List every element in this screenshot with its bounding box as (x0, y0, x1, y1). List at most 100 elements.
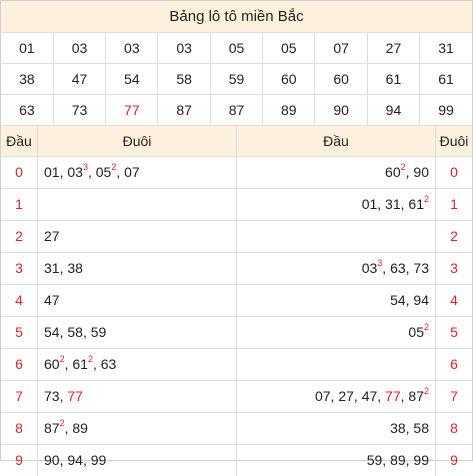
numbers-grid: 01 03 03 03 05 05 07 27 31 38 47 54 58 59 60 60 61 61 63 73… (1, 33, 472, 126)
number-cell: 58 (157, 63, 211, 95)
duoi-number: 94 (67, 452, 83, 468)
duoi-number: 612 (72, 354, 93, 372)
duoi-number: 58 (67, 324, 83, 340)
duoi-number: 59 (90, 324, 107, 340)
dau-digit: 3 (435, 253, 472, 284)
left-dau-row: 7 73, 77 (1, 381, 236, 413)
dau-digit: 1 (1, 189, 38, 220)
number-cell: 03 (53, 33, 107, 64)
duoi-number: 872 (408, 386, 429, 404)
duoi-number: 90 (413, 164, 429, 180)
count-superscript: 3 (82, 162, 88, 173)
duoi-list: 31, 38 (44, 260, 83, 276)
dau-digit: 5 (435, 317, 472, 348)
number-cell: 31 (419, 33, 472, 64)
number-cell: 54 (105, 63, 159, 95)
right-dau-row: 07, 27, 47, 77, 872 7 (237, 381, 472, 413)
right-header-row: Đầu Đuôi (237, 126, 472, 157)
right-dau-row: 052 5 (237, 317, 472, 349)
count-superscript: 2 (59, 418, 65, 429)
number-cell: 94 (367, 94, 421, 126)
duoi-number: 38 (67, 260, 83, 276)
count-superscript: 2 (111, 162, 117, 173)
duoi-number: 052 (408, 322, 429, 340)
left-head-duoi: Đuôi (122, 133, 152, 149)
duoi-list: 54, 58, 59 (44, 324, 107, 340)
right-dau-row: 6 (237, 349, 472, 381)
duoi-number: 58 (413, 420, 429, 436)
duoi-number: 99 (90, 452, 107, 468)
dau-digit: 3 (1, 253, 38, 284)
dau-digit: 2 (435, 221, 472, 252)
right-dau-row: 54, 94 4 (237, 285, 472, 317)
count-superscript: 2 (87, 354, 93, 365)
number-cell: 87 (157, 94, 211, 126)
duoi-number: 77 (67, 388, 83, 404)
duoi-list: 27 (38, 221, 236, 252)
dau-digit: 0 (435, 157, 472, 188)
number-cell: 38 (1, 63, 54, 95)
right-dau-row: 033, 63, 73 3 (237, 253, 472, 285)
number-cell: 03 (157, 33, 211, 64)
count-superscript: 2 (59, 354, 65, 365)
duoi-number: 27 (338, 388, 354, 404)
duoi-number: 602 (44, 354, 65, 372)
duoi-number: 47 (44, 292, 60, 308)
number-cell: 60 (314, 63, 368, 95)
duoi-number: 94 (413, 292, 429, 308)
dau-digit: 7 (435, 381, 472, 412)
count-superscript: 2 (423, 386, 429, 397)
number-cell: 01 (1, 33, 54, 64)
left-dau-row: 6 602, 612, 63 (1, 349, 236, 381)
numbers-row: 38 47 54 58 59 60 60 61 61 (1, 63, 472, 95)
count-superscript: 2 (423, 322, 429, 333)
duoi-number: 27 (44, 228, 60, 244)
duoi-number: 07 (314, 388, 331, 404)
left-head-dau: Đầu (1, 126, 38, 156)
number-cell: 87 (210, 94, 264, 126)
left-dau-row: 5 54, 58, 59 (1, 317, 236, 349)
left-dau-row: 1 (1, 189, 236, 221)
duoi-number: 01 (44, 164, 60, 180)
duoi-list: 602, 612, 63 (44, 354, 117, 372)
duoi-list: 54, 94 (390, 292, 429, 308)
duoi-number: 59 (366, 452, 383, 468)
dau-digit: 6 (1, 349, 38, 380)
duoi-number: 99 (413, 452, 429, 468)
duoi-list: 01, 033, 052, 07 (44, 162, 140, 180)
dau-digit: 2 (1, 221, 38, 252)
left-dau-row: 8 872, 89 (1, 413, 236, 445)
right-dau-row: 38, 58 8 (237, 413, 472, 445)
duoi-number: 89 (72, 420, 88, 436)
duoi-number: 07 (124, 164, 140, 180)
duoi-list: 052 (237, 317, 435, 348)
duoi-number: 31 (385, 196, 401, 212)
dau-duoi-section: Đầu Đuôi 0 01, 033, 052, 07 1 2 27 3 31, 38 4 47… (1, 126, 472, 476)
duoi-list: 033, 63, 73 (361, 258, 429, 276)
number-cell: 07 (314, 33, 368, 64)
duoi-number: 033 (67, 162, 88, 180)
duoi-list (38, 189, 236, 220)
duoi-number: 63 (100, 356, 117, 372)
duoi-list: 73, 77 (44, 388, 83, 404)
table-title: Bảng lô tô miền Bắc (1, 1, 472, 33)
duoi-number: 47 (361, 388, 378, 404)
duoi-list: 47 (38, 285, 236, 316)
duoi-list: 07, 27, 47, 77, 872 (314, 386, 429, 404)
duoi-list: 01, 31, 612 (361, 194, 429, 212)
duoi-number: 73 (44, 388, 60, 404)
duoi-list (237, 349, 435, 380)
right-dau-row: 602, 90 0 (237, 157, 472, 189)
duoi-number: 90 (44, 452, 60, 468)
duoi-number: 54 (44, 324, 60, 340)
duoi-number: 602 (385, 162, 406, 180)
dau-digit: 1 (435, 189, 472, 220)
duoi-number: 612 (408, 194, 429, 212)
number-cell: 89 (262, 94, 316, 126)
duoi-number: 77 (385, 388, 401, 404)
duoi-number: 63 (390, 260, 406, 276)
duoi-number: 872 (44, 418, 65, 436)
numbers-row: 63 73 77 87 87 89 90 94 99 (1, 94, 472, 126)
duoi-list: 872, 89 (44, 418, 88, 436)
number-cell: 60 (262, 63, 316, 95)
